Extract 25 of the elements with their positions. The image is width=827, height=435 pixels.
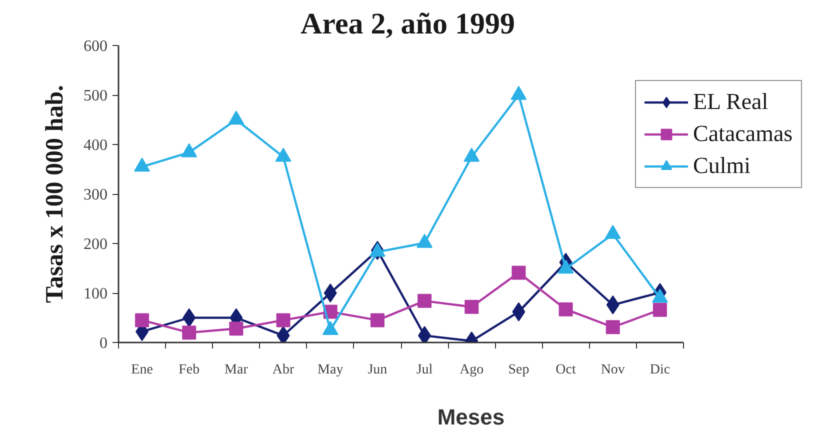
y-tick-label: 100	[84, 286, 108, 302]
x-tick-label: Mar	[224, 362, 248, 378]
legend-label: Culmi	[693, 153, 751, 179]
y-tick-label: 500	[84, 88, 108, 104]
y-axis-title: Tasas x 100 000 hab.	[42, 85, 68, 303]
y-tick-label: 600	[84, 38, 108, 55]
x-tick-label: Ene	[131, 362, 153, 378]
y-tick-label: 200	[84, 236, 108, 253]
x-tick-label: Jul	[416, 362, 433, 378]
x-tick-label: May	[318, 362, 344, 378]
y-tick-label: 300	[84, 186, 108, 204]
chart-title: Area 2, año 1999	[300, 8, 515, 40]
x-tick-label: Abr	[272, 362, 295, 378]
x-tick-label: Nov	[600, 362, 625, 378]
legend-label: Catacamas	[693, 121, 793, 147]
x-axis-title: Meses	[437, 404, 505, 430]
x-tick-label: Dic	[650, 362, 670, 378]
x-tick-label: Ago	[460, 362, 484, 378]
y-tick-label: 0	[100, 335, 108, 352]
y-tick-label: 400	[84, 137, 108, 154]
x-tick-label: Feb	[178, 362, 200, 378]
x-tick-label: Jun	[368, 362, 388, 378]
x-tick-label: Oct	[556, 362, 576, 378]
legend-label: EL Real	[693, 89, 768, 115]
x-tick-label: Sep	[508, 362, 530, 378]
